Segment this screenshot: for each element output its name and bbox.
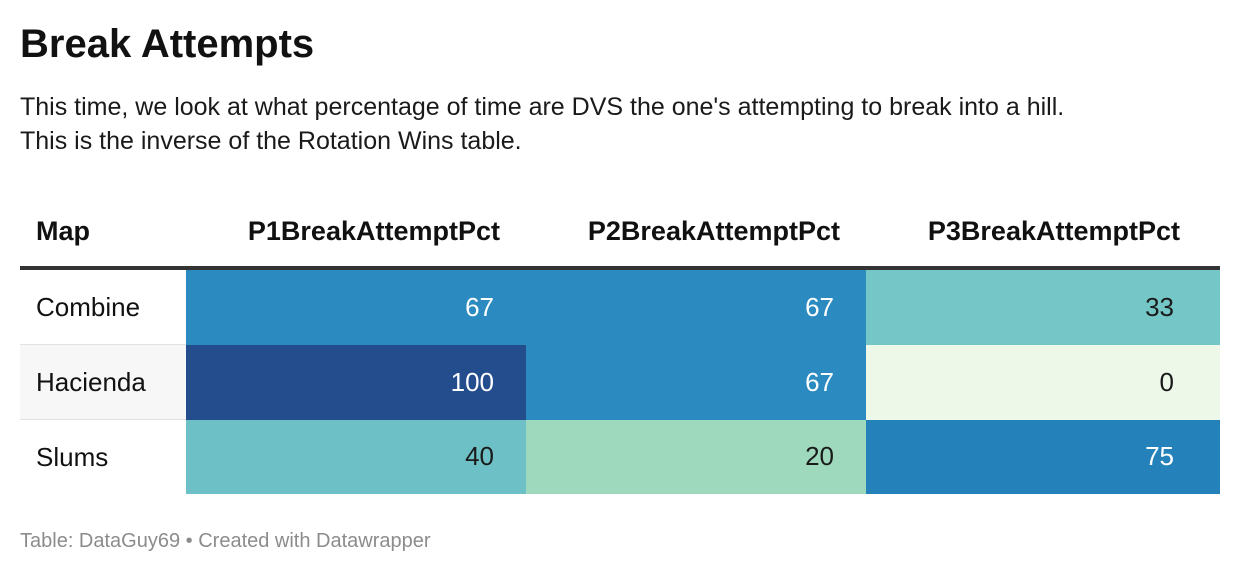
table-row: Slums 40 20 75 xyxy=(20,419,1220,494)
description-line: This is the inverse of the Rotation Wins… xyxy=(20,127,522,155)
table-description: This time, we look at what percentage of… xyxy=(20,90,1220,158)
heat-cell: 67 xyxy=(186,268,526,345)
heat-cell-edge xyxy=(1206,268,1220,345)
table-row: Hacienda 100 67 0 xyxy=(20,344,1220,420)
column-header-p3[interactable]: P3BreakAttemptPct xyxy=(866,196,1206,270)
column-header-map[interactable]: Map xyxy=(20,196,186,270)
column-header-p1[interactable]: P1BreakAttemptPct xyxy=(186,196,526,270)
table-title: Break Attempts xyxy=(20,22,315,66)
description-line: This time, we look at what percentage of… xyxy=(20,93,1065,121)
heat-cell: 40 xyxy=(186,419,526,494)
column-header-p2[interactable]: P2BreakAttemptPct xyxy=(526,196,866,270)
break-attempts-table: Map P1BreakAttemptPct P2BreakAttemptPct … xyxy=(20,196,1220,494)
heat-cell: 67 xyxy=(526,344,866,420)
map-name-cell: Slums xyxy=(36,441,109,472)
heat-cell-edge xyxy=(1206,344,1220,420)
heat-cell: 20 xyxy=(526,419,866,494)
column-header-spacer xyxy=(1206,196,1220,270)
heat-cell: 67 xyxy=(526,268,866,345)
heat-cell: 33 xyxy=(866,268,1206,345)
heat-cell-edge xyxy=(1206,419,1220,494)
source-footer: Table: DataGuy69 • Created with Datawrap… xyxy=(20,530,431,552)
heat-cell: 100 xyxy=(186,344,526,420)
heat-cell: 0 xyxy=(866,344,1206,420)
table-row: Combine 67 67 33 xyxy=(20,268,1220,345)
header-row: Map P1BreakAttemptPct P2BreakAttemptPct … xyxy=(20,196,1220,270)
map-name-cell: Combine xyxy=(20,268,186,345)
heat-cell: 75 xyxy=(866,419,1206,494)
map-name-cell: Hacienda xyxy=(20,344,186,420)
